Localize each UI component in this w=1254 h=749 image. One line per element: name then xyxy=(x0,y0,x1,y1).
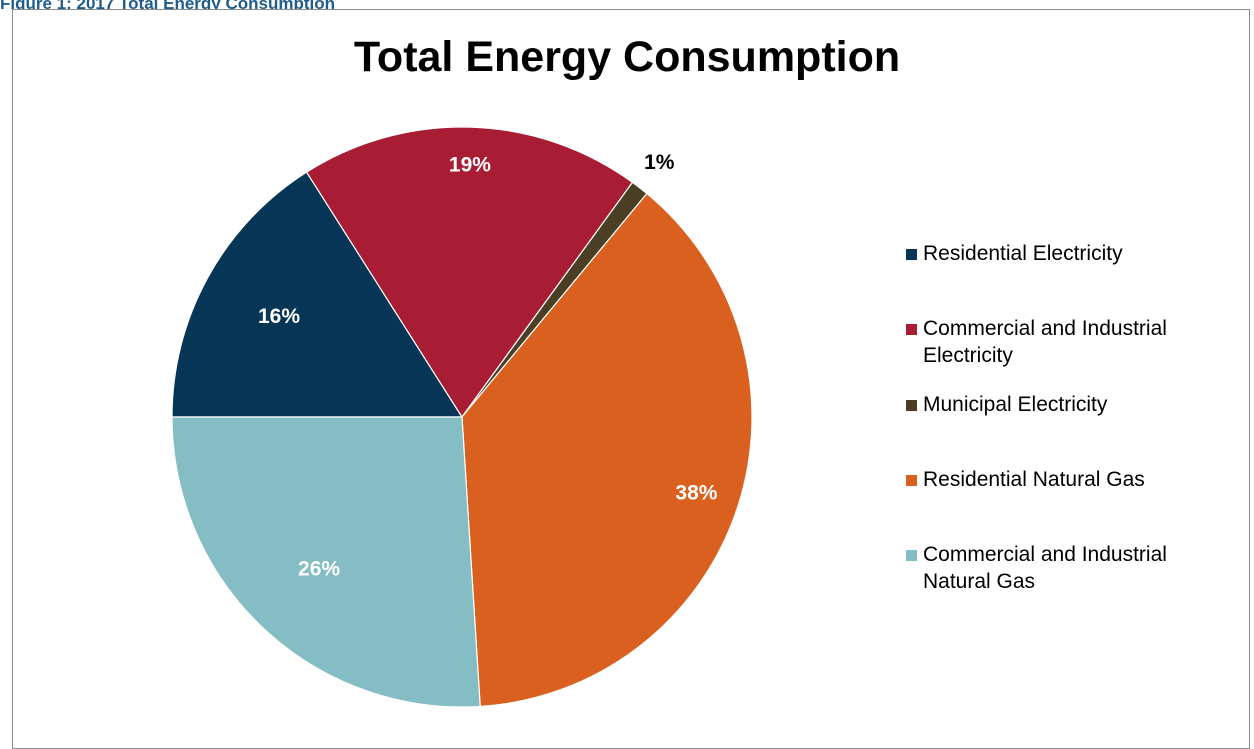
legend-swatch xyxy=(906,475,917,486)
data-label-residential-electricity: 16% xyxy=(258,305,300,328)
pie-slice-commercial-and-industrial-natural-gas xyxy=(171,416,481,708)
legend-label: Residential Electricity xyxy=(923,242,1123,265)
data-label-commercial-and-industrial-electricity: 19% xyxy=(449,153,491,176)
pie-slice-residential-electricity xyxy=(171,171,464,418)
pie-slice-residential-natural-gas xyxy=(461,192,753,708)
pie-slice-commercial-and-industrial-electricity xyxy=(305,126,634,419)
legend-label: Commercial and Industrial Natural Gas xyxy=(923,543,1167,593)
legend-swatch xyxy=(906,400,917,411)
data-label-commercial-and-industrial-natural-gas: 26% xyxy=(298,558,340,581)
legend-swatch xyxy=(906,324,917,335)
data-label-municipal-electricity: 1% xyxy=(644,151,675,174)
legend-swatch xyxy=(906,249,917,260)
chart-legend: Residential Electricity Commercial and I… xyxy=(906,0,1251,743)
legend-label: Residential Natural Gas xyxy=(923,468,1145,491)
legend-swatch xyxy=(906,550,917,561)
chart-title: Total Energy Consumption xyxy=(353,33,901,81)
data-label-residential-natural-gas: 38% xyxy=(675,482,717,505)
legend-label: Municipal Electricity xyxy=(923,393,1108,416)
legend-label: Commercial and Industrial Electricity xyxy=(923,317,1167,367)
